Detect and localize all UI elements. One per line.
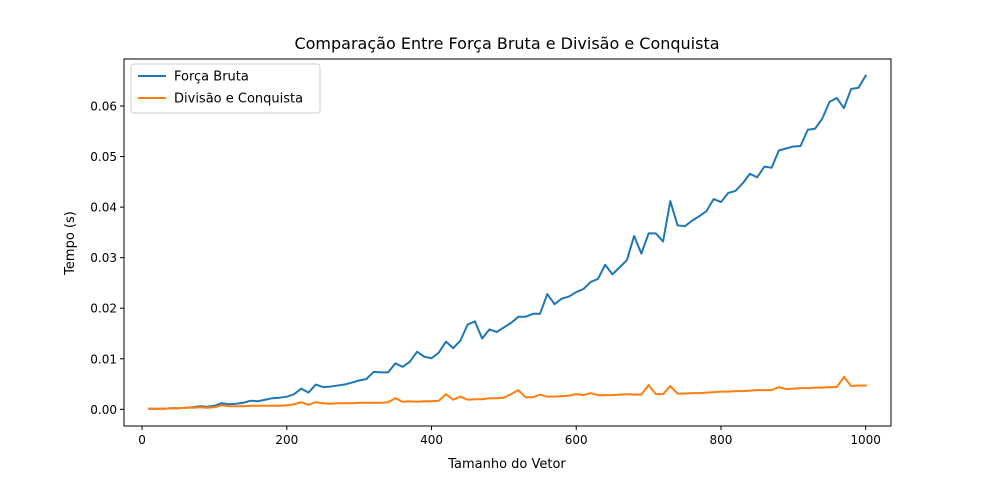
y-tick-label: 0.01	[90, 352, 117, 366]
legend-label-divisao-conquista: Divisão e Conquista	[174, 92, 303, 107]
x-tick-label: 400	[420, 433, 443, 447]
y-tick-label: 0.04	[90, 201, 117, 215]
legend-box	[130, 63, 321, 114]
x-tick-label: 600	[565, 433, 588, 447]
y-tick-label: 0.06	[90, 100, 117, 114]
y-axis-label: Tempo (s)	[63, 211, 78, 276]
y-tick-label: 0.03	[90, 251, 117, 265]
chart-title: Comparação Entre Força Bruta e Divisão e…	[294, 34, 719, 53]
y-tick-label: 0.02	[90, 302, 117, 316]
x-axis-label: Tamanho do Vetor	[447, 457, 566, 472]
y-axis: 0.00 0.01 0.02 0.03 0.04 0.05 0.06	[90, 100, 124, 417]
x-tick-label: 0	[138, 433, 146, 447]
legend: Força Bruta Divisão e Conquista	[130, 63, 321, 114]
x-axis: 0 200 400 600 800 1000	[138, 426, 881, 447]
x-tick-label: 800	[710, 433, 733, 447]
y-tick-label: 0.05	[90, 150, 117, 164]
x-tick-label: 200	[275, 433, 298, 447]
y-tick-label: 0.00	[90, 403, 117, 417]
axes-frame	[123, 58, 892, 427]
x-tick-label: 1000	[850, 433, 881, 447]
legend-label-forca-bruta: Força Bruta	[174, 70, 249, 85]
plot-area	[148, 74, 868, 410]
series-line-divisao-e-conquista	[148, 375, 867, 410]
series-line-forca-bruta	[148, 74, 868, 410]
